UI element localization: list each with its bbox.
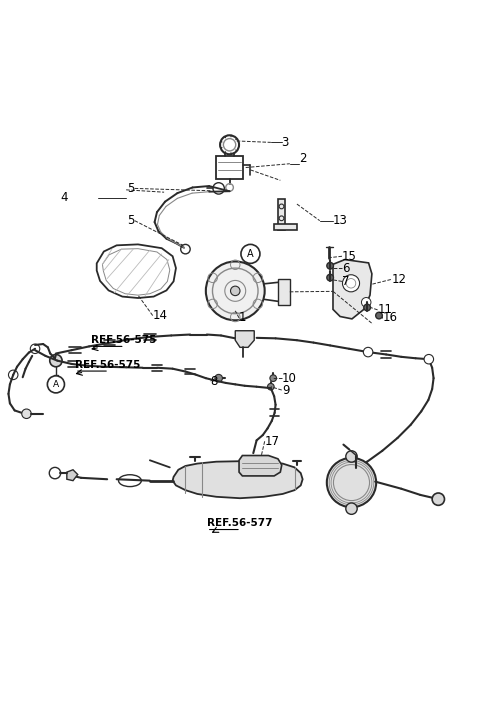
Text: 1: 1 — [239, 311, 247, 325]
Polygon shape — [173, 461, 302, 498]
Circle shape — [346, 451, 357, 462]
Polygon shape — [235, 331, 254, 347]
Text: 17: 17 — [264, 435, 280, 448]
Circle shape — [342, 274, 360, 292]
Circle shape — [376, 312, 383, 319]
Polygon shape — [67, 470, 78, 481]
Circle shape — [363, 347, 373, 357]
Circle shape — [206, 261, 264, 320]
Circle shape — [327, 262, 334, 269]
Polygon shape — [278, 279, 290, 305]
Circle shape — [424, 354, 433, 364]
Text: 16: 16 — [383, 311, 397, 325]
Polygon shape — [239, 455, 282, 476]
Text: REF.56-577: REF.56-577 — [207, 518, 272, 529]
Circle shape — [22, 409, 31, 418]
Text: 4: 4 — [60, 192, 68, 205]
Text: 8: 8 — [211, 375, 218, 388]
Circle shape — [48, 376, 64, 393]
Circle shape — [327, 274, 334, 281]
Text: A: A — [53, 380, 59, 389]
Polygon shape — [278, 200, 285, 230]
Circle shape — [215, 375, 222, 382]
Circle shape — [267, 383, 274, 390]
Text: 13: 13 — [333, 214, 348, 227]
Text: 12: 12 — [392, 273, 407, 286]
Circle shape — [270, 375, 276, 381]
Polygon shape — [274, 224, 297, 230]
Text: 3: 3 — [281, 136, 288, 149]
Text: 11: 11 — [378, 303, 393, 317]
Text: REF.56-575: REF.56-575 — [91, 335, 156, 346]
Polygon shape — [333, 260, 372, 319]
Text: REF.56-575: REF.56-575 — [75, 360, 140, 370]
Text: 7: 7 — [342, 275, 349, 288]
Circle shape — [364, 304, 371, 311]
Circle shape — [361, 298, 371, 307]
Text: 9: 9 — [282, 383, 289, 396]
Text: 2: 2 — [300, 152, 307, 166]
Text: A: A — [247, 249, 254, 259]
Circle shape — [346, 503, 357, 514]
Text: 6: 6 — [342, 261, 349, 274]
Text: 10: 10 — [282, 372, 297, 385]
Circle shape — [241, 245, 260, 264]
Circle shape — [50, 354, 62, 367]
Circle shape — [230, 286, 240, 295]
Text: 15: 15 — [342, 250, 357, 263]
Text: 5: 5 — [127, 214, 134, 227]
Circle shape — [432, 493, 444, 505]
Text: 14: 14 — [152, 309, 167, 322]
Circle shape — [327, 458, 376, 507]
Text: 5: 5 — [127, 182, 134, 195]
